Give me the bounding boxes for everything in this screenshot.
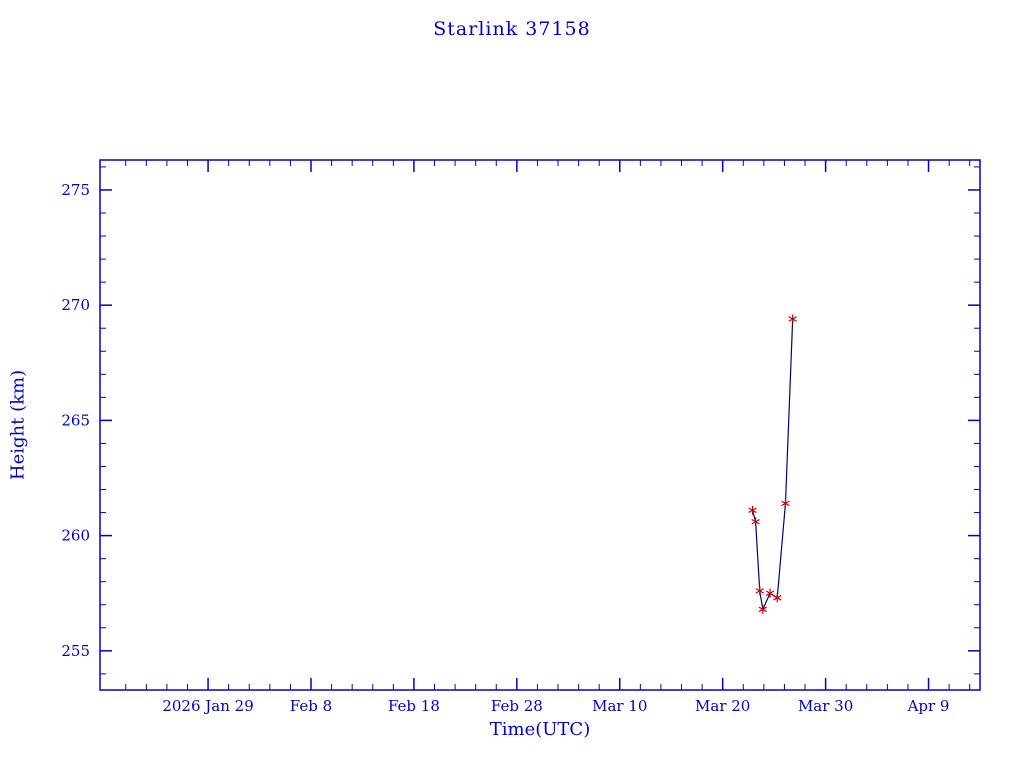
asterisk-marker-stroke: [788, 316, 797, 322]
height-series-line: [751, 318, 794, 612]
data-point-marker: [755, 586, 764, 596]
data-point-marker: [748, 505, 757, 515]
asterisk-marker-stroke: [773, 595, 782, 601]
x-tick-label: Mar 30: [798, 697, 853, 715]
data-point-marker: [781, 498, 790, 508]
y-tick-label: 260: [61, 527, 90, 545]
data-point-marker: [788, 314, 797, 324]
asterisk-marker-stroke: [748, 507, 757, 514]
asterisk-marker-stroke: [755, 588, 764, 594]
plot-frame: [99, 159, 981, 691]
x-tick-label: 2026 Jan 29: [162, 697, 253, 715]
x-tick-label: Mar 20: [695, 697, 750, 715]
x-tick-label: Feb 28: [491, 697, 543, 715]
x-axis-label: Time(UTC): [489, 719, 591, 740]
asterisk-marker-stroke: [781, 500, 790, 507]
data-point-marker: [751, 517, 760, 527]
data-point-marker: [758, 604, 768, 614]
chart-title: Starlink 37158: [433, 18, 591, 40]
data-point-marker: [773, 593, 782, 603]
y-axis-label: Height (km): [7, 369, 29, 481]
y-tick-label: 270: [61, 296, 90, 314]
asterisk-marker-stroke: [751, 519, 760, 525]
x-tick-label: Feb 18: [388, 697, 440, 715]
x-tick-label: Feb 8: [290, 697, 332, 715]
y-tick-label: 255: [61, 642, 90, 660]
x-tick-label: Mar 10: [592, 697, 647, 715]
x-tick-label: Apr 9: [907, 697, 950, 715]
y-tick-label: 265: [61, 411, 90, 429]
asterisk-marker-stroke: [758, 606, 768, 613]
data-point-marker: [765, 588, 775, 598]
y-tick-label: 275: [61, 181, 90, 199]
asterisk-marker-stroke: [765, 590, 775, 596]
